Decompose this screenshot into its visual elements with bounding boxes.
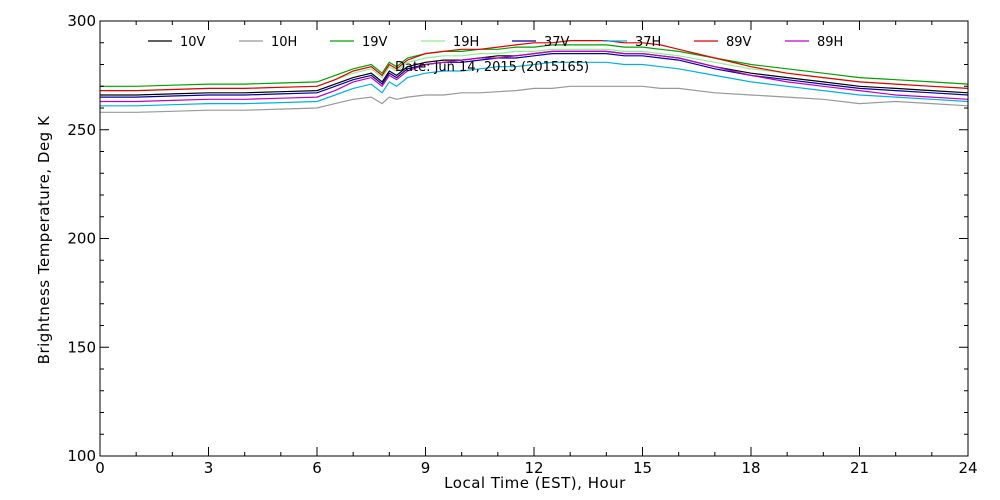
y-tick-label: 100 [67,447,96,465]
x-tick-label: 9 [421,459,431,477]
x-tick-label: 6 [312,459,322,477]
legend: 10V 10H 19V 19H 37V 37H 89V 89H [148,35,843,50]
date-annotation: Date: Jun 14, 2015 (2015165) [395,60,589,75]
y-axis-title: Brightness Temperature, Deg K [35,115,53,364]
legend-label-19h: 19H [453,35,479,50]
x-tick-label: 12 [524,459,543,477]
series-line-37h [100,61,969,107]
x-tick-label: 15 [633,459,652,477]
x-tick-label: 18 [741,459,760,477]
series-line-10v [100,50,969,96]
series-line-19v [100,44,969,87]
series-line-89v [100,39,969,92]
legend-label-10v: 10V [180,35,206,50]
axes: 0 3 6 9 12 15 18 21 24 100 150 200 250 300 [67,12,977,477]
x-tick-label: 3 [204,459,214,477]
y-tick-label: 200 [67,230,96,248]
plot-lines [100,39,969,113]
legend-label-89v: 89V [726,35,752,50]
legend-label-37v: 37V [544,35,570,50]
y-tick-label: 150 [67,338,96,356]
series-line-89h [100,50,969,103]
x-tick-label: 24 [958,459,977,477]
series-line-10h [100,85,969,113]
x-tick-label: 0 [95,459,105,477]
y-tick-label: 300 [67,12,96,30]
x-axis-title: Local Time (EST), Hour [444,474,626,492]
legend-label-37h: 37H [635,35,661,50]
x-tick-label: 21 [850,459,869,477]
legend-label-10h: 10H [271,35,297,50]
legend-label-19v: 19V [362,35,388,50]
y-tick-label: 250 [67,121,96,139]
legend-label-89h: 89H [817,35,843,50]
